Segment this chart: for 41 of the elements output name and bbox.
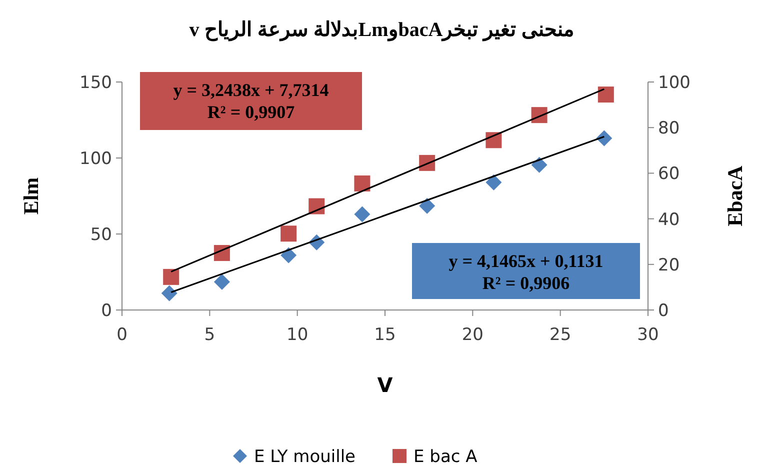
y2-tick-label: 80: [658, 118, 680, 139]
legend-label: E bac A: [414, 447, 478, 467]
point: [354, 206, 370, 222]
point: [163, 268, 180, 285]
y2-tick-label: 20: [658, 255, 680, 276]
annotation: y = 3,2438x + 7,7314 R² = 0,9907: [140, 72, 362, 130]
x-tick-label: 10: [286, 325, 308, 345]
x-tick-label: 15: [374, 325, 396, 345]
point: [280, 226, 297, 242]
x-tick-label: 5: [204, 325, 216, 345]
annotation: y = 3,2438x + 7,7314 R² = 0,9907: [173, 80, 329, 122]
y-axis-title: Elm: [19, 176, 43, 215]
x-tick-label: 30: [637, 325, 659, 345]
legend-label: E LY mouille: [254, 447, 356, 467]
y2-tick-label: 60: [658, 164, 680, 184]
y2-axis-title: EbacA: [723, 164, 747, 226]
legend-item: E LY mouille: [233, 447, 356, 467]
x-tick-label: 20: [462, 325, 484, 345]
point: [354, 175, 370, 192]
annotation: y = 4,1465x + 0,1131 R² = 0,9906: [448, 251, 604, 293]
point: [531, 156, 548, 173]
point: [486, 174, 502, 190]
y2-tick-label: 100: [658, 73, 690, 93]
y-tick-label: 100: [80, 149, 112, 169]
point: [419, 198, 436, 214]
x-axis-title: V: [377, 373, 394, 397]
chart-title: منحنى تغير تبخرbacAوLmبدلالة سرعة الرياح v: [189, 19, 575, 42]
point: [280, 247, 297, 264]
y2-tick-label: 0: [658, 301, 669, 321]
y-tick-label: 0: [101, 301, 112, 321]
annotation: y = 4,1465x + 0,1131 R² = 0,9906: [412, 243, 640, 299]
point: [214, 274, 230, 290]
point: [596, 130, 612, 146]
x-tick-label: 0: [116, 325, 128, 345]
point: [161, 285, 178, 302]
y-tick-label: 150: [80, 73, 112, 93]
y-tick-label: 50: [90, 225, 112, 245]
x-tick-label: 25: [550, 325, 572, 345]
point: [598, 86, 614, 103]
y2-tick-label: 40: [658, 210, 680, 230]
legend-item: E bac A: [392, 447, 478, 467]
